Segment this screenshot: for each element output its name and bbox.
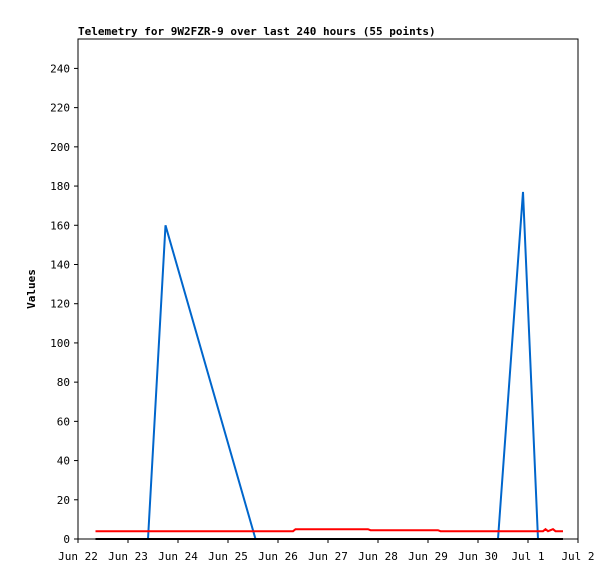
y-tick-label: 240 (50, 62, 70, 75)
chart-title: Telemetry for 9W2FZR-9 over last 240 hou… (78, 25, 436, 38)
y-tick-label: 220 (50, 102, 70, 115)
y-tick-label: 20 (57, 494, 70, 507)
y-tick-label: 140 (50, 258, 70, 271)
x-tick-label: Jun 22 (58, 550, 98, 563)
y-tick-label: 60 (57, 415, 70, 428)
y-tick-label: 180 (50, 180, 70, 193)
y-axis-title: Values (25, 269, 38, 309)
x-tick-label: Jun 26 (258, 550, 298, 563)
x-tick-label: Jun 24 (158, 550, 198, 563)
y-tick-label: 0 (63, 533, 70, 546)
x-axis: Jun 22 Jun 23 Jun 24 Jun 25 Jun 26 Jun 27 Jun … (58, 539, 595, 563)
series-layer (95, 191, 563, 540)
x-tick-label: Jun 30 (458, 550, 498, 563)
series-line-2 (95, 527, 563, 533)
x-tick-label: Jun 27 (308, 550, 348, 563)
y-tick-label: 80 (57, 376, 70, 389)
x-tick-label: Jun 29 (408, 550, 448, 563)
x-tick-label: Jul 1 (511, 550, 544, 563)
x-tick-label: Jun 23 (108, 550, 148, 563)
y-axis: 0 20 40 60 80 100 120 140 160 180 200 220 240 (50, 62, 78, 546)
y-tick-label: 200 (50, 141, 70, 154)
y-tick-label: 120 (50, 298, 70, 311)
x-tick-label: Jul 2 (561, 550, 594, 563)
x-tick-label: Jun 25 (208, 550, 248, 563)
y-tick-label: 160 (50, 219, 70, 232)
y-tick-label: 40 (57, 455, 70, 468)
x-tick-label: Jun 28 (358, 550, 398, 563)
y-tick-label: 100 (50, 337, 70, 350)
